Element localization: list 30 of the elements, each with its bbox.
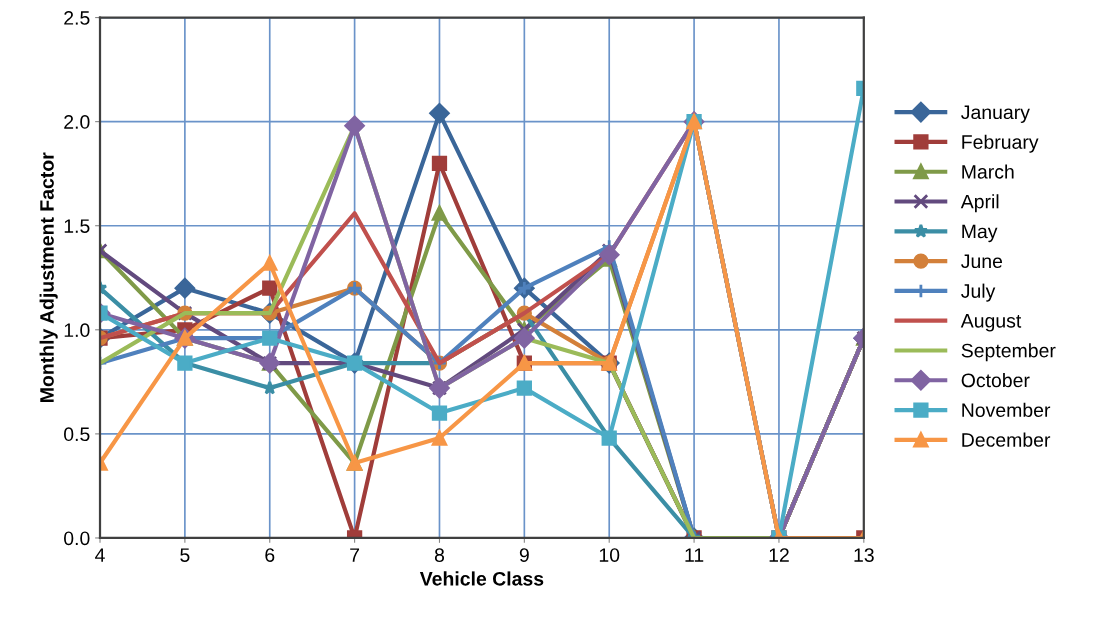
legend-label: December xyxy=(962,432,1051,447)
x-tick-label: 7 xyxy=(350,548,360,562)
legend-label: April xyxy=(960,194,999,213)
x-tick-label: 8 xyxy=(434,548,445,562)
x-tick-label: 12 xyxy=(769,548,789,562)
x-tick-label: 4 xyxy=(95,548,105,562)
legend-label: October xyxy=(961,372,1030,388)
x-axis-title: Vehicle Class xyxy=(419,571,544,586)
x-tick-label: 9 xyxy=(519,548,529,562)
x-tick-label: 10 xyxy=(599,548,620,562)
y-tick-label: 0.5 xyxy=(64,427,90,442)
x-tick-label: 11 xyxy=(685,548,704,562)
legend-label: June xyxy=(961,254,1003,269)
legend-label: August xyxy=(960,314,1022,332)
y-tick-label: 2.5 xyxy=(64,11,90,25)
x-tick-label: 5 xyxy=(180,548,190,562)
x-tick-label: 6 xyxy=(265,548,275,562)
y-tick-label: 2.0 xyxy=(64,115,90,129)
legend-label: November xyxy=(962,402,1051,418)
y-tick-label: 1.0 xyxy=(64,323,90,338)
legend-label: July xyxy=(961,283,996,302)
legend-label: January xyxy=(961,105,1030,123)
legend-label: May xyxy=(962,224,998,243)
legend-label: February xyxy=(962,134,1039,153)
x-tick-label: 13 xyxy=(854,548,874,562)
legend-label: March xyxy=(962,164,1014,179)
y-tick-label: 1.5 xyxy=(64,219,90,233)
y-axis-title: Monthly Adjustment Factor xyxy=(39,152,58,402)
y-tick-label: 0.0 xyxy=(64,531,90,546)
legend-label: September xyxy=(961,343,1056,362)
